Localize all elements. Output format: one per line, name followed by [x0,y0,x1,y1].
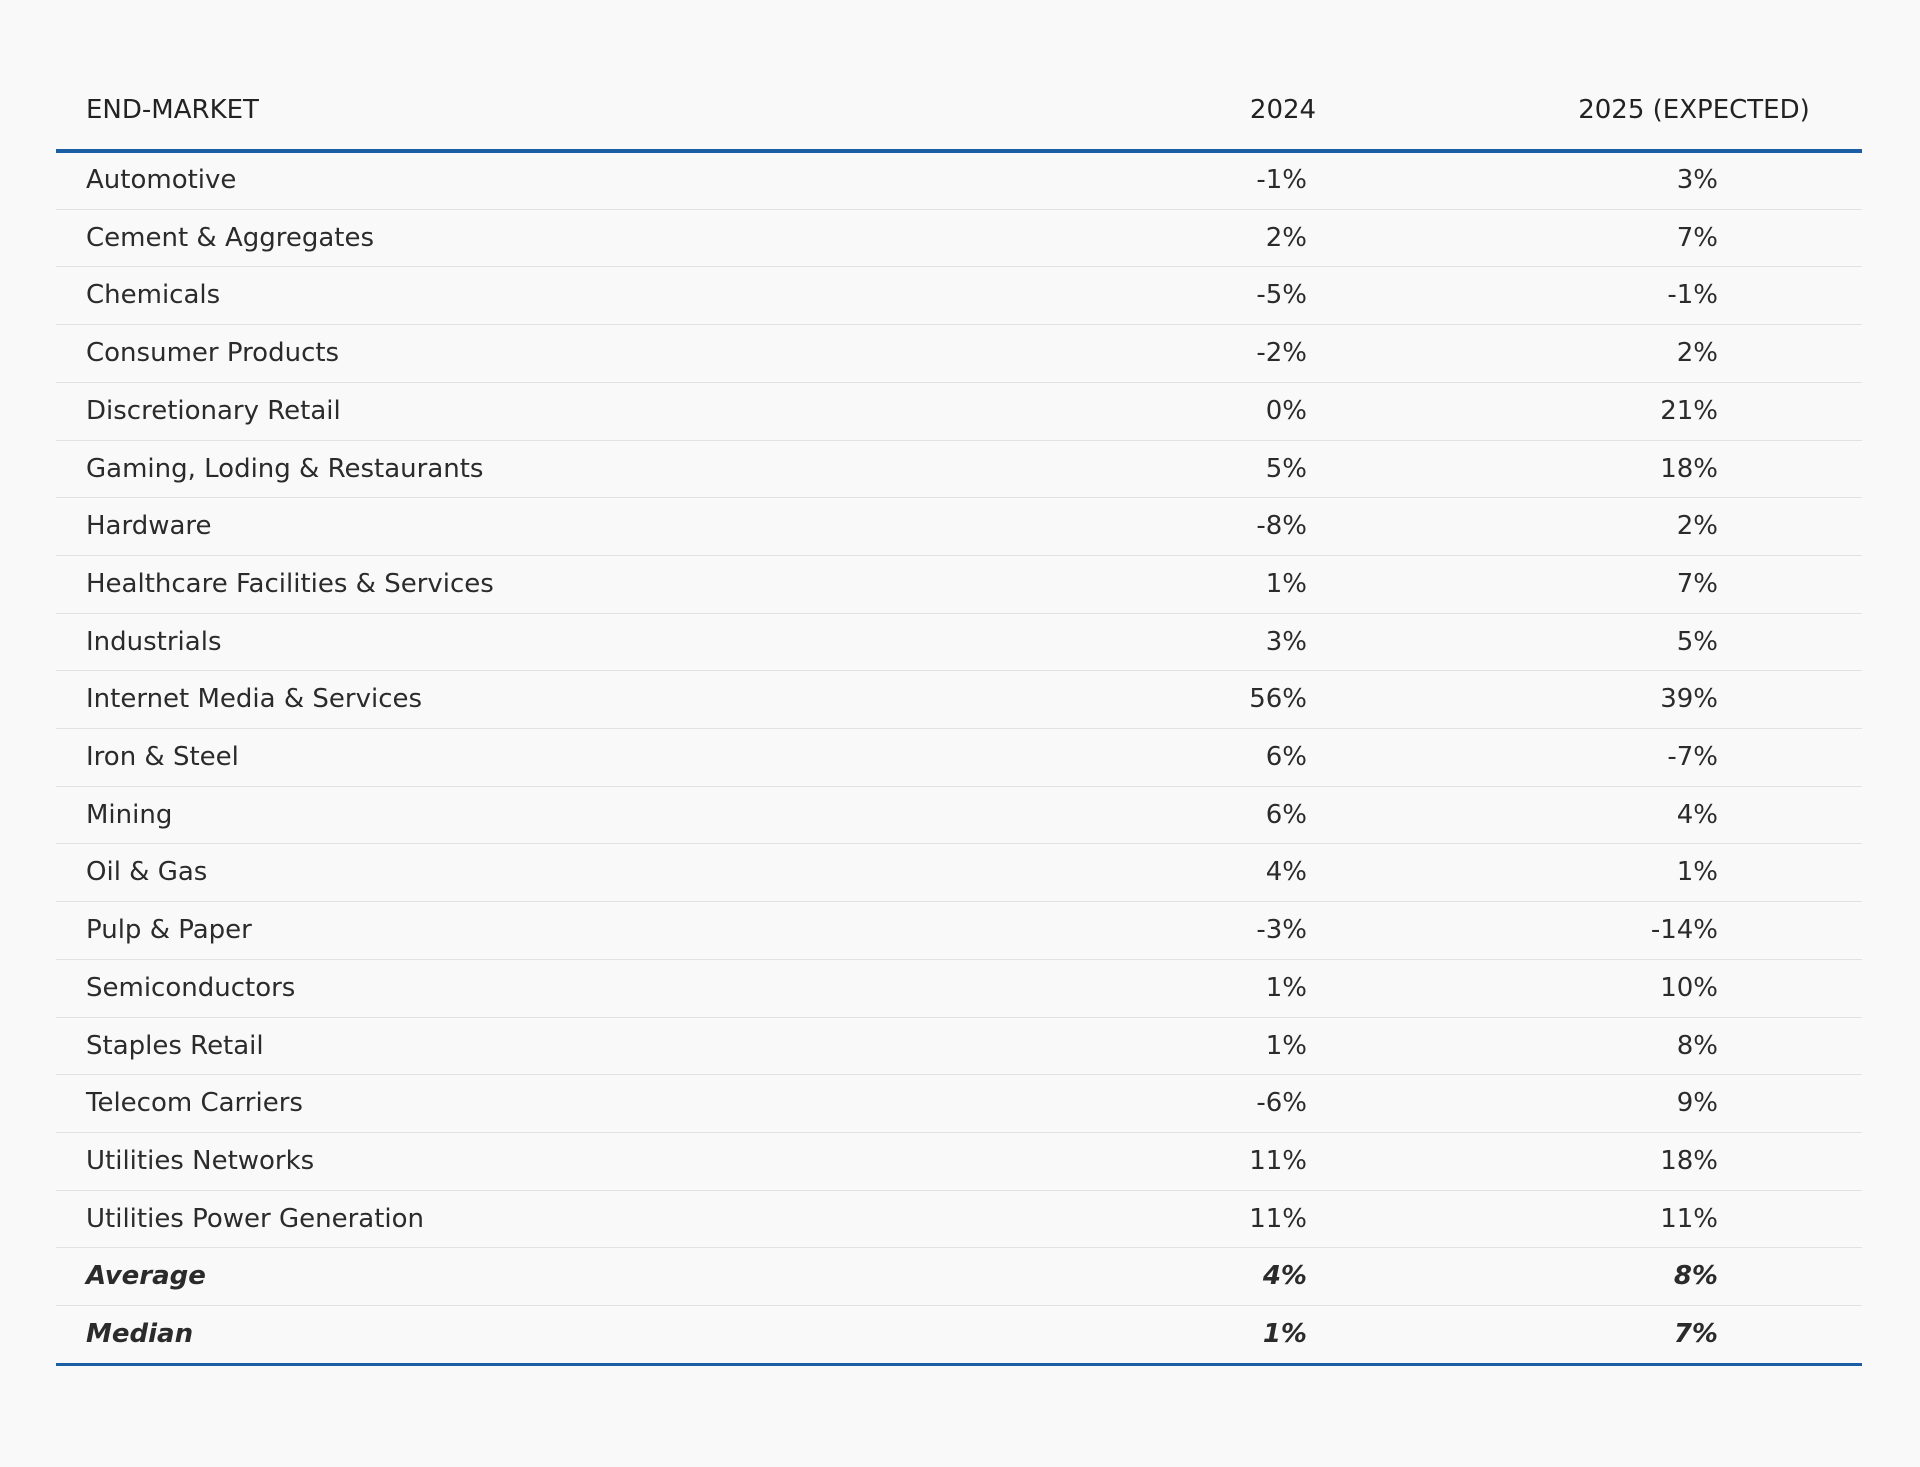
cell-2025: -1% [1667,280,1718,311]
row-divider [56,324,1862,326]
cell-2024: 1% [1265,1030,1307,1061]
row-label: Automotive [86,165,237,195]
row-label: Hardware [86,511,212,542]
cell-2024: 5% [1265,453,1307,484]
row-divider [56,670,1862,672]
row-divider [56,208,1862,210]
row-label: Chemicals [86,280,221,311]
row-label: Mining [86,799,173,830]
row-divider [56,1131,1862,1133]
cell-2024: -1% [1256,165,1307,195]
cell-2025: 11% [1660,1203,1718,1234]
row-divider [56,554,1862,556]
header-rule [56,149,1862,153]
row-label: Gaming, Loding & Restaurants [86,453,484,484]
row-label: Utilities Networks [86,1145,315,1176]
cell-2025: 2% [1676,511,1718,542]
row-divider [56,439,1862,441]
cell-2025: 9% [1676,1088,1718,1119]
row-label: Consumer Products [86,338,340,369]
row-label: Median [86,1319,194,1349]
cell-2025: 2% [1676,338,1718,369]
cell-2024: -5% [1256,280,1307,311]
cell-2025: 1% [1676,857,1718,888]
cell-2025: 10% [1660,972,1718,1003]
row-divider [56,497,1862,499]
row-label: Healthcare Facilities & Services [86,568,494,599]
row-divider [56,1305,1862,1306]
cell-2024: -3% [1256,915,1307,946]
cell-2025: 4% [1676,799,1718,830]
row-label: Telecom Carriers [86,1088,303,1119]
cell-2025: 3% [1676,165,1718,195]
row-label: Semiconductors [86,972,296,1003]
cell-2025: -7% [1667,742,1718,772]
cell-2024: 3% [1265,626,1307,657]
row-divider [56,612,1862,614]
cell-2024: -8% [1256,511,1307,542]
cell-2025: 5% [1676,626,1718,657]
row-divider [56,785,1862,787]
row-divider [56,266,1862,268]
header-cell: END-MARKET [86,95,259,125]
cell-2024: 11% [1249,1203,1307,1234]
cell-2024: -2% [1256,338,1307,369]
cell-2024: 2% [1265,222,1307,253]
row-divider [56,381,1862,383]
cell-2025: 8% [1673,1261,1718,1292]
cell-2025: 7% [1676,222,1718,253]
row-divider [56,1189,1862,1191]
row-label: Average [86,1261,206,1292]
cell-2024: 1% [1265,972,1307,1003]
row-divider [56,1074,1862,1076]
cell-2024: 4% [1262,1261,1307,1292]
row-label: Pulp & Paper [86,915,252,946]
row-label: Iron & Steel [86,742,239,772]
cell-2024: 56% [1249,684,1307,715]
row-divider [56,1016,1862,1018]
row-divider [56,901,1862,903]
row-label: Staples Retail [86,1030,264,1061]
cell-2025: 7% [1676,568,1718,599]
cell-2025: 21% [1660,395,1718,426]
header-cell: 2024 [1249,95,1317,125]
cell-2024: 4% [1265,857,1307,888]
cell-2024: 0% [1265,395,1307,426]
row-divider [56,1247,1862,1249]
cell-2024: 1% [1262,1319,1307,1349]
cell-2024: -6% [1256,1088,1307,1119]
cell-2025: 18% [1660,453,1718,484]
cell-2025: -14% [1650,915,1718,946]
cell-2025: 8% [1676,1030,1718,1061]
cell-2024: 11% [1249,1145,1307,1176]
cell-2025: 18% [1660,1145,1718,1176]
row-label: Cement & Aggregates [86,222,375,253]
bottom-rule [56,1362,1862,1366]
row-label: Internet Media & Services [86,684,423,715]
row-divider [56,958,1862,960]
cell-2024: 6% [1265,799,1307,830]
header-cell: 2025 (EXPECTED) [1578,95,1810,125]
row-divider [56,843,1862,845]
cell-2025: 39% [1660,684,1718,715]
row-divider [56,728,1862,729]
cell-2024: 1% [1265,568,1307,599]
cell-2024: 6% [1265,742,1307,772]
row-label: Utilities Power Generation [86,1203,425,1234]
cell-2025: 7% [1673,1319,1718,1349]
row-label: Oil & Gas [86,857,208,888]
table: END-MARKET 2024 2025 (EXPECTED) Automotive -… [56,70,1862,1366]
row-label: Discretionary Retail [86,395,341,426]
row-label: Industrials [86,626,222,657]
